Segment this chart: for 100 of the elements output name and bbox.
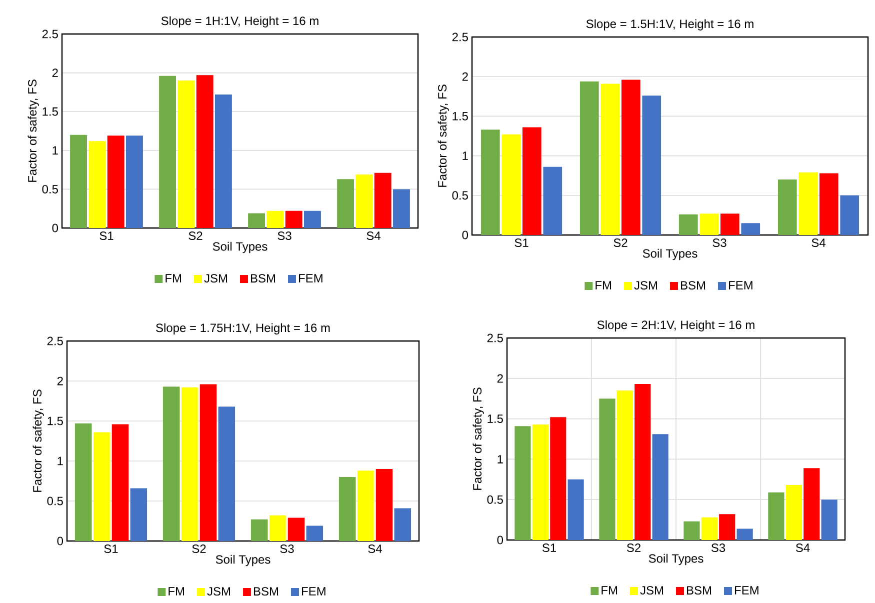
legend-label: FM bbox=[596, 281, 612, 290]
bar bbox=[376, 469, 393, 541]
legend-label: BSM bbox=[680, 281, 706, 290]
x-tick-label: S3 bbox=[278, 232, 292, 240]
bar bbox=[616, 390, 633, 540]
bar bbox=[819, 173, 838, 235]
bar bbox=[701, 517, 718, 540]
legend-label: FEM bbox=[728, 281, 752, 290]
bar bbox=[778, 180, 797, 235]
legend-label: JSM bbox=[207, 587, 230, 596]
bar bbox=[74, 423, 92, 541]
bar bbox=[580, 81, 599, 235]
bar bbox=[162, 386, 180, 541]
bar bbox=[218, 406, 236, 541]
bar bbox=[357, 470, 374, 541]
y-tick-label: 1 bbox=[462, 152, 468, 160]
x-tick-label: S1 bbox=[100, 232, 114, 240]
bar bbox=[840, 195, 860, 235]
bar bbox=[543, 166, 562, 235]
chart-title: Slope = 1.75H:1V, Height = 16 m bbox=[156, 323, 330, 334]
y-tick-label: 1 bbox=[498, 455, 503, 464]
y-tick-label: 1.5 bbox=[488, 414, 503, 423]
y-tick-label: 2 bbox=[497, 374, 503, 383]
y-tick-label: 1.5 bbox=[48, 416, 63, 426]
bar bbox=[337, 179, 354, 228]
bar bbox=[304, 210, 321, 228]
bar bbox=[599, 398, 616, 540]
y-tick-label: 0 bbox=[462, 230, 468, 240]
bar bbox=[741, 223, 760, 235]
bar bbox=[684, 521, 700, 540]
bar bbox=[250, 519, 268, 541]
y-axis-title: Factor of safety, FS bbox=[28, 80, 39, 182]
y-tick-label: 1 bbox=[52, 146, 58, 155]
bar bbox=[514, 426, 531, 540]
y-tick-label: 0 bbox=[52, 224, 58, 232]
bar bbox=[720, 214, 740, 235]
bar bbox=[112, 424, 129, 541]
x-axis-title: Soil Types bbox=[648, 554, 704, 566]
bar bbox=[93, 432, 110, 541]
legend-label: FEM bbox=[302, 587, 326, 596]
bar bbox=[130, 488, 148, 541]
x-axis-title: Soil Types bbox=[216, 554, 270, 566]
bar bbox=[736, 528, 753, 540]
bar bbox=[393, 189, 410, 228]
y-tick-label: 0 bbox=[497, 536, 504, 544]
x-tick-label: S2 bbox=[192, 544, 206, 554]
chart-title: Slope = 1.5H:1V, Height = 16 m bbox=[586, 19, 754, 30]
bar bbox=[306, 526, 324, 541]
y-tick-label: 0 bbox=[57, 536, 64, 546]
bar bbox=[269, 515, 286, 541]
x-axis-title: Soil Types bbox=[642, 248, 698, 260]
legend-label: FM bbox=[602, 586, 618, 594]
bar bbox=[568, 479, 584, 540]
bar bbox=[285, 210, 302, 228]
bar bbox=[356, 174, 373, 228]
legend-label: JSM bbox=[640, 586, 664, 595]
legend-label: JSM bbox=[204, 274, 228, 283]
bar bbox=[196, 75, 214, 228]
x-tick-label: S1 bbox=[514, 238, 528, 248]
x-tick-label: S4 bbox=[812, 238, 826, 248]
x-tick-label: S2 bbox=[188, 232, 202, 240]
x-axis-title: Soil Types bbox=[212, 242, 268, 254]
bar bbox=[502, 134, 521, 235]
legend-label: BSM bbox=[250, 274, 276, 283]
bar bbox=[374, 172, 392, 228]
x-tick-label: S4 bbox=[366, 232, 380, 240]
bar bbox=[550, 417, 566, 540]
bar bbox=[338, 477, 356, 541]
chart-title: Slope = 2H:1V, Height = 16 m bbox=[597, 320, 754, 332]
y-tick-label: 2 bbox=[52, 68, 58, 77]
x-tick-label: S3 bbox=[280, 544, 294, 554]
y-tick-label: 2.5 bbox=[487, 334, 503, 342]
y-axis-title: Factor of safety, FS bbox=[438, 84, 449, 187]
bar bbox=[532, 424, 548, 540]
bar bbox=[522, 127, 542, 235]
bar bbox=[642, 96, 662, 235]
y-tick-label: 2 bbox=[462, 72, 468, 81]
bar bbox=[200, 384, 217, 541]
bar bbox=[70, 134, 88, 228]
bar bbox=[719, 514, 736, 540]
x-tick-label: S3 bbox=[711, 544, 726, 552]
y-tick-label: 0.5 bbox=[452, 191, 468, 200]
y-tick-label: 2.5 bbox=[452, 32, 468, 42]
y-tick-label: 1.5 bbox=[42, 107, 58, 116]
legend-label: FEM bbox=[298, 274, 322, 282]
x-tick-label: S1 bbox=[542, 544, 556, 552]
bar bbox=[394, 508, 412, 541]
bar bbox=[181, 387, 198, 541]
bar bbox=[266, 210, 284, 228]
x-tick-label: S1 bbox=[104, 544, 118, 554]
y-tick-label: 2.5 bbox=[42, 30, 58, 38]
bar bbox=[480, 130, 500, 235]
y-tick-label: 2 bbox=[57, 376, 63, 386]
bar bbox=[107, 136, 124, 228]
bar bbox=[700, 214, 719, 235]
x-tick-label: S2 bbox=[626, 544, 640, 552]
legend-label: FM bbox=[166, 274, 182, 282]
y-tick-label: 2.5 bbox=[47, 336, 63, 346]
bar bbox=[288, 518, 305, 541]
bar bbox=[652, 434, 668, 540]
